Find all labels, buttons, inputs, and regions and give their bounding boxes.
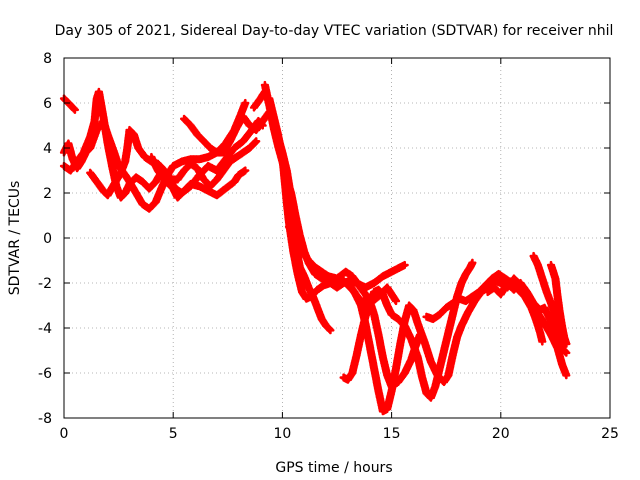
y-tick-label: 6 — [43, 96, 52, 112]
data-marks — [59, 80, 571, 416]
data-point-markers — [86, 125, 261, 200]
data-point-markers — [147, 152, 250, 202]
data-point-markers — [265, 94, 409, 303]
y-tick-label: 2 — [43, 186, 52, 202]
y-tick-label: -2 — [38, 276, 52, 292]
chart-title: Day 305 of 2021, Sidereal Day-to-day VTE… — [55, 23, 614, 39]
data-point-markers — [180, 107, 274, 157]
y-tick-label: -4 — [38, 321, 52, 337]
series-arc-14 — [483, 278, 571, 357]
data-point-markers — [483, 278, 571, 357]
data-point-markers — [546, 260, 571, 348]
y-tick-label: 4 — [43, 141, 52, 157]
series-arc-13 — [422, 269, 547, 346]
x-tick-label: 20 — [492, 426, 510, 442]
y-axis-label: SDTVAR / TECUs — [7, 181, 23, 296]
x-tick-label: 0 — [60, 426, 69, 442]
series-arc-5 — [147, 152, 250, 202]
data-point-markers — [422, 269, 547, 346]
x-tick-label: 15 — [383, 426, 401, 442]
x-tick-label: 25 — [601, 426, 619, 442]
y-tick-label: -8 — [38, 411, 52, 427]
series-arc-16 — [546, 260, 571, 348]
series-arc-9 — [265, 94, 409, 303]
y-tick-label: -6 — [38, 366, 52, 382]
grid — [64, 58, 610, 418]
series-arc-6 — [180, 107, 274, 157]
y-tick-label: 0 — [43, 231, 52, 247]
x-axis-label: GPS time / hours — [275, 460, 392, 476]
y-tick-label: 8 — [43, 51, 52, 67]
ticks: 0 5 10 15 20 25 -8 -6 -4 -2 0 2 4 6 8 — [38, 51, 619, 442]
series-arc-4 — [86, 125, 261, 200]
x-tick-label: 10 — [273, 426, 291, 442]
x-tick-label: 5 — [169, 426, 178, 442]
